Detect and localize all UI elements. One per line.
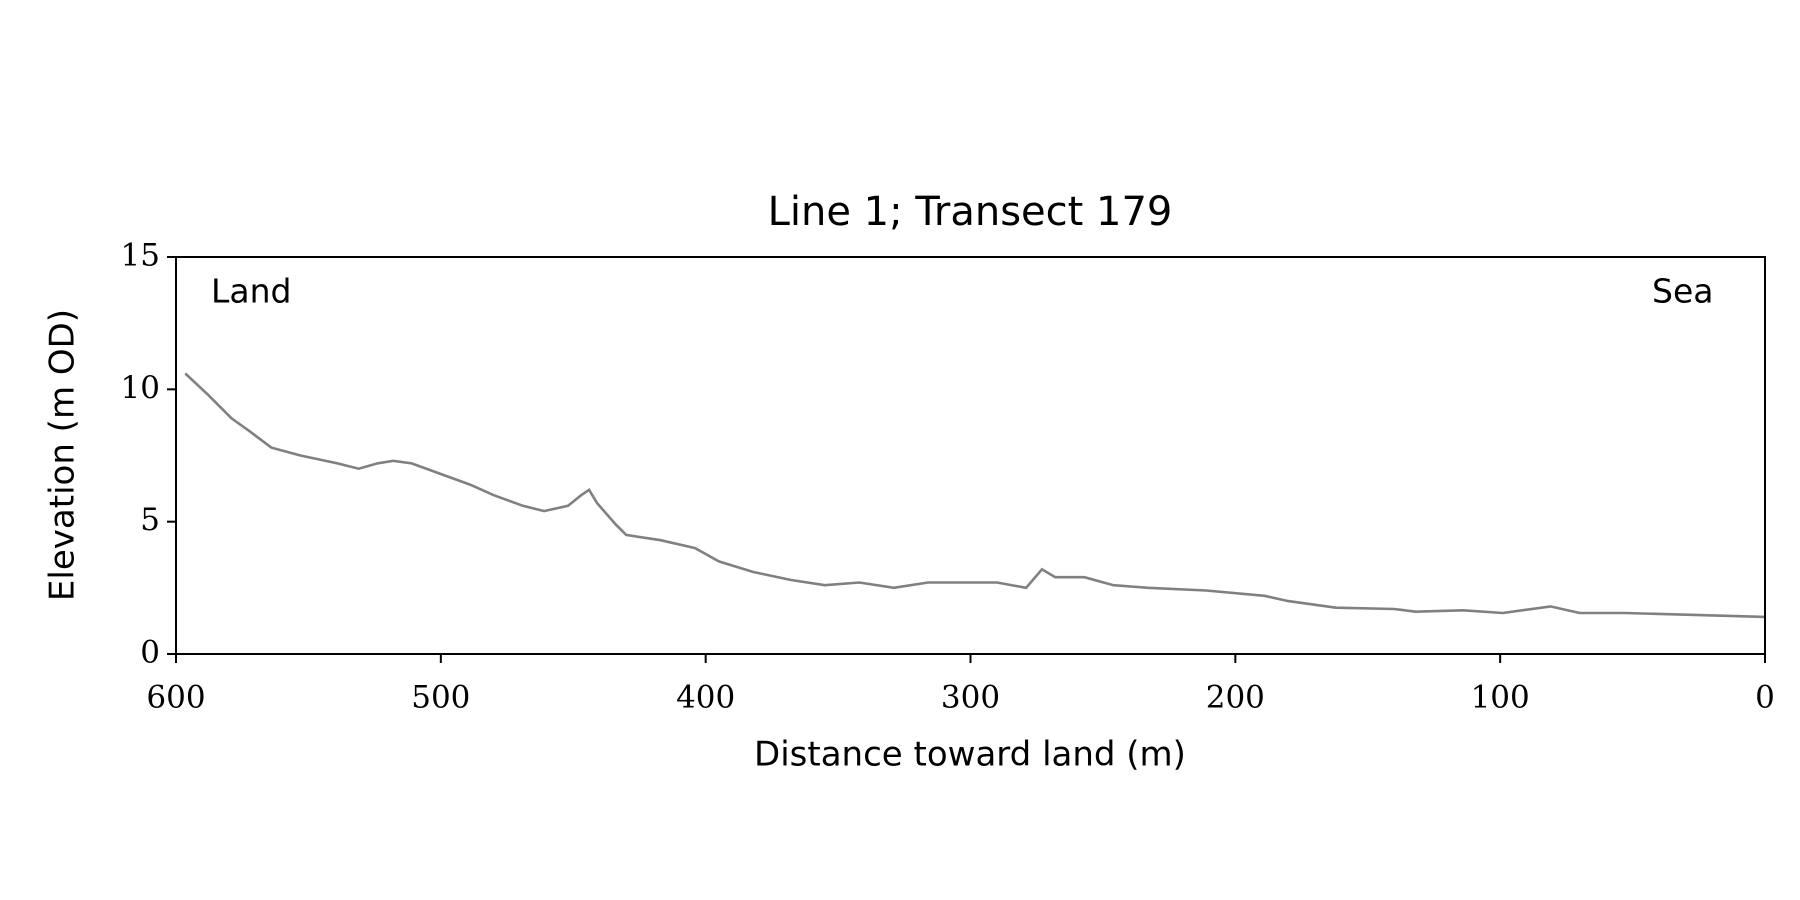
x-tick-label: 300 <box>941 680 1000 716</box>
annotation: Land <box>211 272 291 311</box>
x-tick-label: 0 <box>1755 680 1775 716</box>
chart-title: Line 1; Transect 179 <box>768 189 1173 235</box>
y-tick-label: 10 <box>121 370 160 406</box>
y-axis-label: Elevation (m OD) <box>43 309 83 601</box>
annotation: Sea <box>1652 272 1713 311</box>
y-tick-label: 0 <box>140 635 160 671</box>
x-tick-label: 500 <box>411 680 470 716</box>
x-tick-label: 200 <box>1206 680 1265 716</box>
plot-frame <box>175 256 1766 655</box>
x-tick-label: 100 <box>1471 680 1530 716</box>
y-tick-label: 15 <box>121 238 160 274</box>
data-line <box>184 372 1766 619</box>
y-tick-label: 5 <box>140 502 160 538</box>
x-tick-label: 600 <box>146 680 205 716</box>
x-axis-label: Distance toward land (m) <box>754 735 1186 775</box>
x-tick-label: 400 <box>676 680 735 716</box>
